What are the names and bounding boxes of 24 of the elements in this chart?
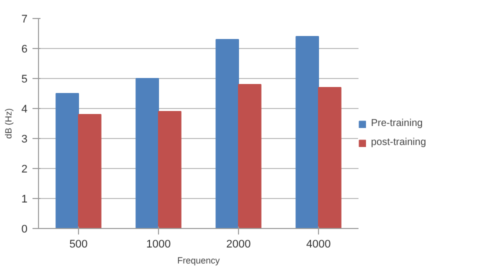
y-tick-label: 6 — [21, 44, 28, 56]
y-tick-label: 3 — [21, 134, 28, 146]
x-axis-title: Frequency — [177, 256, 220, 266]
x-tick-label: 500 — [69, 238, 88, 250]
bar — [136, 78, 159, 228]
legend-label: post-training — [371, 137, 426, 148]
bar — [158, 111, 182, 228]
bar — [56, 93, 79, 228]
y-tick-label: 4 — [21, 104, 28, 116]
y-tick-label: 5 — [21, 74, 28, 86]
bar — [318, 87, 342, 228]
bar — [216, 39, 239, 228]
y-tick-label: 0 — [21, 224, 28, 236]
x-tick-label: 1000 — [146, 238, 171, 250]
legend-label: Pre-training — [371, 118, 423, 129]
bar — [238, 84, 262, 228]
y-axis-title: dB (Hz) — [3, 108, 14, 139]
x-tick-label: 2000 — [226, 238, 251, 250]
y-tick-label: 7 — [21, 14, 28, 26]
x-tick-label: 4000 — [306, 238, 331, 250]
y-tick-label: 1 — [21, 194, 28, 206]
bar — [78, 114, 102, 228]
bar — [296, 36, 319, 228]
y-tick-label: 2 — [21, 164, 28, 176]
